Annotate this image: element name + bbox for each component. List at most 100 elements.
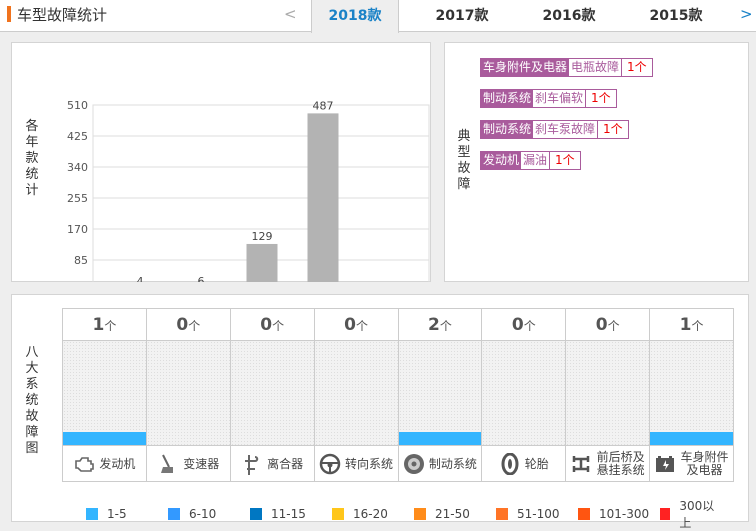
system-count: 1个 xyxy=(63,309,146,341)
bar-value-label: 129 xyxy=(252,230,273,243)
bar-2015 xyxy=(307,113,339,282)
legend-label: 101-300 xyxy=(599,507,650,521)
system-label: 八大系统故障图 xyxy=(25,345,39,456)
chart-ylabel: 各年款统计 xyxy=(25,119,39,198)
system-name: 变速器 xyxy=(183,456,220,471)
fault-tag[interactable]: 发动机 漏油 1个 xyxy=(480,151,581,170)
fault-level-bar xyxy=(63,432,146,445)
legend-label: 300以上 xyxy=(679,499,715,530)
legend-label: 16-20 xyxy=(353,507,388,521)
system-column[interactable]: 2个 制动系统 xyxy=(398,309,483,481)
legend-item: 11-15 xyxy=(250,497,332,531)
system-count: 0个 xyxy=(482,309,566,341)
fault-tag[interactable]: 制动系统 刹车泵故障 1个 xyxy=(480,120,629,139)
legend-swatch xyxy=(168,508,180,520)
system-column[interactable]: 0个 变速器 xyxy=(146,309,231,481)
system-count: 2个 xyxy=(398,309,482,341)
fault-level-bar xyxy=(650,432,733,445)
fault-system: 发动机 xyxy=(481,152,522,169)
legend-swatch xyxy=(250,508,262,520)
system-name: 制动系统 xyxy=(428,456,477,471)
system-name: 车身附件及电器 xyxy=(680,450,729,477)
prev-arrow-icon[interactable]: < xyxy=(284,5,297,23)
legend-swatch xyxy=(578,508,590,520)
legend-swatch xyxy=(332,508,344,520)
fault-level-area xyxy=(63,341,146,445)
fault-level-area xyxy=(398,341,482,445)
system-grid: 1个 发动机 0个 变速器 0个 离合器 0个 转向系统 2个 制动系统 0个 轮胎 0个 … xyxy=(62,308,734,482)
fault-system: 制动系统 xyxy=(481,90,534,107)
typical-label: 典型故障 xyxy=(457,129,471,192)
legend-label: 51-100 xyxy=(517,507,560,521)
bar-value-label: 487 xyxy=(313,99,334,112)
fault-level-area xyxy=(146,341,230,445)
bar-value-label: 6 xyxy=(198,275,205,282)
legend-item: 51-100 xyxy=(496,497,578,531)
system-column[interactable]: 0个 轮胎 xyxy=(482,309,567,481)
fault-system: 制动系统 xyxy=(481,121,534,138)
axle-icon xyxy=(572,456,589,472)
page-title: 车型故障统计 xyxy=(17,6,108,24)
clutch-icon xyxy=(245,455,259,475)
legend-label: 21-50 xyxy=(435,507,470,521)
legend-item: 101-300 xyxy=(578,497,660,531)
legend-item: 16-20 xyxy=(332,497,414,531)
fault-level-area xyxy=(650,341,733,445)
legend-label: 11-15 xyxy=(271,507,306,521)
y-tick-label: 510 xyxy=(67,99,88,112)
system-column[interactable]: 0个 前后桥及悬挂系统 xyxy=(566,309,651,481)
legend-label: 6-10 xyxy=(189,507,217,521)
fault-count: 1个 xyxy=(555,153,575,167)
system-count: 1个 xyxy=(650,309,733,341)
fault-count: 1个 xyxy=(627,60,647,74)
system-column[interactable]: 1个 车身附件及电器 xyxy=(650,309,733,481)
tab-2016[interactable]: 2016款 xyxy=(542,8,596,24)
fault-level-area xyxy=(314,341,398,445)
y-tick-label: 85 xyxy=(74,254,88,267)
legend-item: 1-5 xyxy=(86,497,168,531)
steering-wheel-icon xyxy=(319,453,341,475)
gear-shift-icon xyxy=(161,454,174,473)
y-tick-label: 170 xyxy=(67,223,88,236)
fault-level-area xyxy=(566,341,650,445)
tab-2018[interactable]: 2018款 xyxy=(311,0,399,33)
fault-system: 车身附件及电器 xyxy=(481,59,570,76)
system-count: 0个 xyxy=(230,309,314,341)
fault-name: 电瓶故障 xyxy=(569,59,623,76)
system-column[interactable]: 0个 离合器 xyxy=(230,309,315,481)
legend-label: 1-5 xyxy=(107,507,127,521)
bar-value-label: 4 xyxy=(137,275,144,282)
system-name: 离合器 xyxy=(267,456,304,471)
tab-2017[interactable]: 2017款 xyxy=(435,8,489,24)
legend-item: 21-50 xyxy=(414,497,496,531)
system-column[interactable]: 0个 转向系统 xyxy=(314,309,399,481)
fault-count: 1个 xyxy=(591,91,611,105)
system-name: 前后桥及悬挂系统 xyxy=(596,450,645,477)
system-count: 0个 xyxy=(314,309,398,341)
y-tick-label: 425 xyxy=(67,130,88,143)
system-column[interactable]: 1个 发动机 xyxy=(63,309,147,481)
y-tick-label: 255 xyxy=(67,192,88,205)
fault-level-area xyxy=(482,341,566,445)
fault-name: 刹车泵故障 xyxy=(533,121,599,138)
next-arrow-icon[interactable]: > xyxy=(740,5,753,23)
fault-name: 刹车偏软 xyxy=(533,90,587,107)
y-tick-label: 340 xyxy=(67,161,88,174)
tire-icon xyxy=(501,453,519,475)
system-name: 转向系统 xyxy=(345,456,394,471)
legend: 1-5 6-10 11-15 16-20 21-50 51-100 101-300 300以上 xyxy=(86,497,720,531)
fault-level-bar xyxy=(398,432,482,445)
fault-level-area xyxy=(230,341,314,445)
bar-chart: 8517025534042551042018620171292016487201… xyxy=(67,99,430,282)
legend-swatch xyxy=(414,508,426,520)
fault-tag[interactable]: 制动系统 刹车偏软 1个 xyxy=(480,89,617,108)
bar-2016 xyxy=(246,243,278,282)
legend-swatch xyxy=(496,508,508,520)
fault-tag[interactable]: 车身附件及电器 电瓶故障 1个 xyxy=(480,58,653,77)
tab-2015[interactable]: 2015款 xyxy=(649,8,703,24)
system-name: 轮胎 xyxy=(524,456,549,471)
battery-icon xyxy=(655,456,674,472)
brake-disc-icon xyxy=(403,454,424,474)
title-accent xyxy=(7,6,11,22)
legend-item: 6-10 xyxy=(168,497,250,531)
